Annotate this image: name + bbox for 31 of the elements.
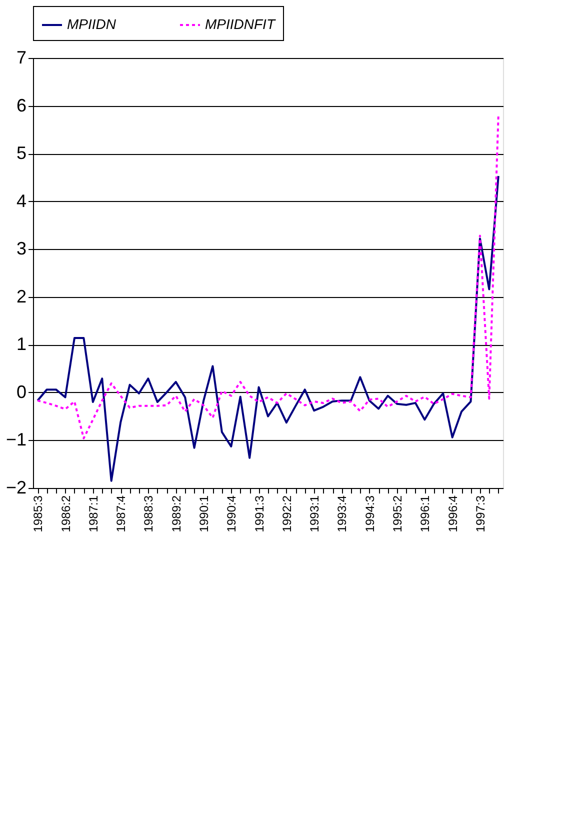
x-tick-label: 1996:1 — [418, 495, 432, 532]
x-tick-label: 1990:1 — [196, 495, 211, 532]
y-tick-label: 4 — [16, 190, 26, 211]
y-tick-label: 1 — [16, 334, 26, 354]
x-tick-label: 1989:2 — [169, 495, 184, 532]
x-tick-label: 1987:1 — [86, 495, 100, 532]
y-tick-label: 7 — [16, 48, 26, 68]
y-tick-label: 0 — [16, 382, 26, 402]
x-tick-label: 1995:2 — [390, 495, 405, 532]
x-tick-label: 1997:3 — [473, 495, 488, 532]
x-tick-label: 1996:4 — [446, 495, 460, 532]
x-tick-label: 1987:4 — [114, 495, 128, 532]
y-tick-label: 6 — [16, 95, 26, 116]
legend-label: MPIIDN — [67, 16, 117, 32]
x-tick-label: 1988:3 — [142, 495, 156, 532]
x-tick-label: 1990:4 — [224, 495, 239, 532]
y-tick-label: 3 — [16, 238, 26, 259]
x-tick-label: 1991:3 — [252, 495, 266, 532]
line-series — [36, 114, 500, 440]
x-tick-label: 1993:1 — [308, 495, 322, 532]
x-tick-label: 1986:2 — [58, 495, 73, 532]
y-tick-label: −1 — [6, 430, 26, 450]
line-series — [36, 175, 500, 482]
x-tick-label: 1985:3 — [31, 495, 46, 532]
y-tick-label: −2 — [6, 478, 26, 498]
x-tick-label: 1994:3 — [362, 495, 377, 532]
x-tick-label: 1992:2 — [280, 495, 294, 532]
x-tick-label: 1993:4 — [335, 495, 350, 532]
y-tick-label: 5 — [16, 143, 26, 164]
legend-label: MPIIDNFIT — [205, 16, 276, 32]
y-tick-label: 2 — [16, 286, 26, 306]
